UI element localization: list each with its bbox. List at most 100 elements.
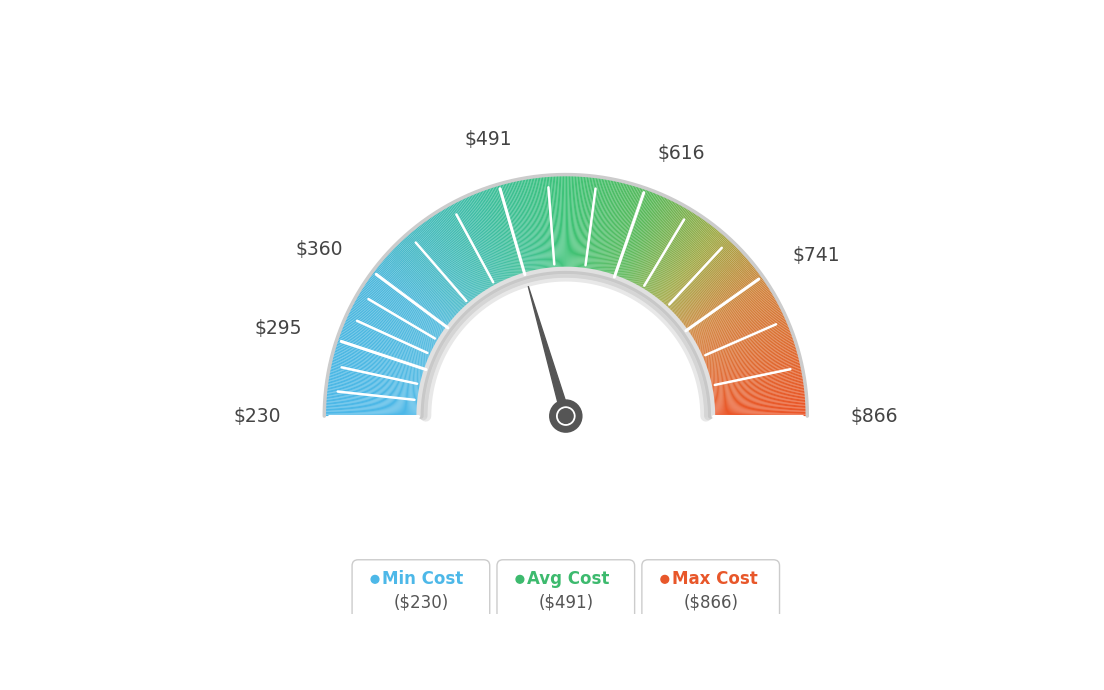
Wedge shape [339,333,434,368]
Wedge shape [647,220,708,303]
Wedge shape [415,226,479,306]
Wedge shape [693,317,787,359]
Wedge shape [349,309,440,355]
Wedge shape [704,386,806,400]
Wedge shape [509,181,533,280]
Wedge shape [654,227,718,307]
Wedge shape [592,179,613,279]
Wedge shape [688,297,777,348]
Wedge shape [442,208,495,296]
Wedge shape [375,266,456,330]
Wedge shape [325,404,426,410]
Wedge shape [645,217,703,301]
Wedge shape [336,343,433,375]
Wedge shape [701,352,799,380]
Text: $230: $230 [233,406,280,426]
Text: $491: $491 [465,130,512,149]
Wedge shape [679,274,762,335]
Wedge shape [395,244,467,317]
Wedge shape [544,175,554,277]
Wedge shape [531,177,546,277]
Wedge shape [661,239,731,314]
Wedge shape [346,316,438,359]
Wedge shape [325,396,426,406]
Wedge shape [348,310,439,355]
Wedge shape [625,197,669,289]
Wedge shape [697,331,793,368]
Wedge shape [507,181,532,280]
Wedge shape [491,186,523,283]
Wedge shape [666,248,740,319]
Text: ($866): ($866) [683,593,739,611]
Circle shape [552,403,580,429]
Wedge shape [690,305,781,353]
Text: $295: $295 [255,319,302,338]
Wedge shape [342,324,436,364]
Wedge shape [390,250,465,320]
Text: ($230): ($230) [393,593,448,611]
Wedge shape [656,231,722,309]
Wedge shape [655,230,721,308]
Wedge shape [403,237,471,313]
Circle shape [371,575,379,583]
Wedge shape [599,181,626,280]
Wedge shape [379,262,458,328]
Wedge shape [677,269,758,332]
Wedge shape [697,328,792,366]
Wedge shape [667,250,742,320]
Wedge shape [690,304,781,352]
Wedge shape [481,189,518,285]
Wedge shape [329,366,428,388]
Wedge shape [595,179,617,279]
Wedge shape [595,180,618,279]
Wedge shape [500,184,529,282]
Wedge shape [627,199,672,290]
Wedge shape [459,199,505,290]
Wedge shape [454,201,501,292]
Wedge shape [412,229,477,308]
Wedge shape [694,322,788,362]
Text: $741: $741 [793,246,840,265]
Wedge shape [583,177,597,277]
Wedge shape [616,190,654,286]
Wedge shape [692,310,784,355]
Wedge shape [416,225,480,306]
Wedge shape [328,373,428,391]
Wedge shape [590,178,608,278]
Wedge shape [450,203,500,293]
Wedge shape [620,194,661,288]
Wedge shape [580,176,592,277]
Wedge shape [667,248,741,319]
Wedge shape [705,407,807,412]
Wedge shape [549,175,558,276]
Wedge shape [581,176,593,277]
Wedge shape [649,221,710,304]
Wedge shape [340,328,435,366]
Wedge shape [526,178,543,278]
Wedge shape [325,398,426,406]
Wedge shape [522,178,541,278]
Wedge shape [437,210,492,297]
Wedge shape [336,342,433,373]
Wedge shape [440,209,493,297]
Wedge shape [699,339,795,372]
Wedge shape [361,286,447,342]
Wedge shape [477,191,516,286]
Wedge shape [539,176,551,277]
Wedge shape [604,184,634,282]
Wedge shape [691,308,783,354]
Wedge shape [326,386,427,400]
Wedge shape [453,202,500,293]
Wedge shape [619,193,660,287]
Wedge shape [397,242,468,316]
Wedge shape [570,175,573,276]
Wedge shape [325,415,426,416]
Wedge shape [681,280,766,338]
Wedge shape [325,395,426,404]
Wedge shape [467,195,509,288]
Wedge shape [630,201,678,292]
Wedge shape [574,175,581,276]
Wedge shape [360,288,447,342]
Wedge shape [456,200,503,291]
Wedge shape [326,393,426,404]
